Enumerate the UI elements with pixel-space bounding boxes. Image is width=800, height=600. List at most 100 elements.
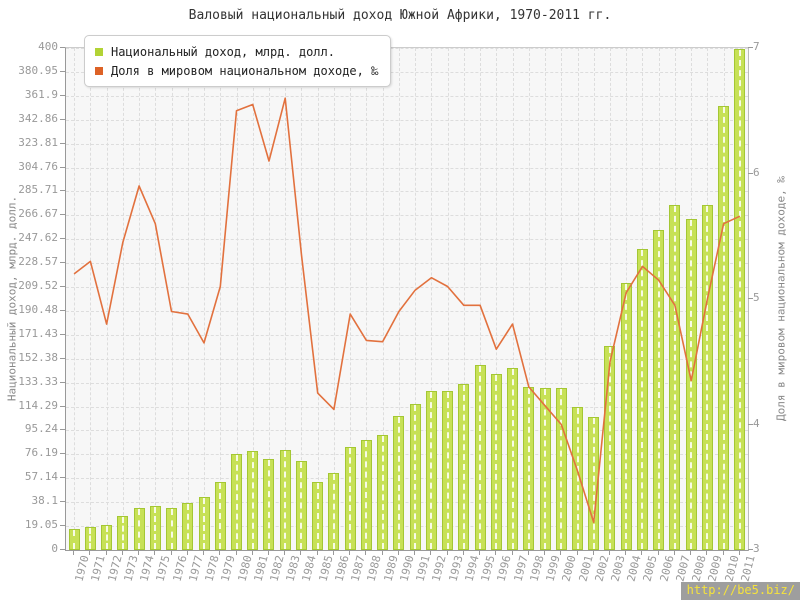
bar-center-stripe [462,384,465,549]
bar-center-stripe [544,389,547,549]
left-axis-tick-mark [60,70,65,72]
x-axis-tick-mark [365,550,367,555]
x-axis-tick-mark [479,550,481,555]
bar-2000 [555,388,567,550]
left-axis-tick-mark [60,286,65,288]
x-axis-tick-mark [186,550,188,555]
bar-center-stripe [560,389,563,549]
left-axis-tick-mark [60,309,65,311]
bar-center-stripe [316,483,319,549]
bar-1990 [393,415,405,550]
left-axis-tick-mark [60,549,65,550]
bar-2002 [588,416,600,550]
bar-1995 [474,364,486,550]
left-axis-tick-mark [60,333,65,335]
x-axis-tick-mark [560,550,562,555]
grid-line-vertical [431,48,433,550]
left-axis-tick-mark [60,453,65,455]
grid-line-vertical [106,48,108,550]
x-axis-tick-mark [462,550,464,555]
x-axis-tick-mark [657,550,659,555]
bar-1971 [84,526,96,550]
x-axis-tick-mark [154,550,156,555]
bar-center-stripe [105,526,108,549]
x-axis-tick-mark [527,550,529,555]
left-axis-tick-label: 152.38 [18,350,58,364]
bar-1987 [344,447,356,550]
grid-line-horizontal [66,95,748,97]
bar-center-stripe [495,375,498,549]
bar-center-stripe [430,392,433,549]
x-axis-tick-mark [576,550,578,555]
x-axis-tick-mark [641,550,643,555]
bar-1983 [279,449,291,550]
left-axis-tick-label: 95.24 [24,422,58,436]
chart-title: Валовый национальный доход Южной Африки,… [188,8,612,23]
grid-line-horizontal [66,526,748,528]
bar-1975 [149,506,161,550]
left-axis-tick-label: 361.9 [24,87,58,101]
bar-center-stripe [722,106,725,549]
right-axis-tick-mark [748,172,753,174]
grid-line-horizontal [66,287,748,289]
left-axis-tick-label: 0 [51,542,58,555]
left-axis-tick-label: 323.81 [18,135,58,149]
bar-2008 [685,218,697,550]
bar-2003 [604,346,616,550]
grid-line-vertical [317,48,319,550]
grid-line-vertical [220,48,222,550]
left-axis-tick-mark [60,262,65,264]
bar-center-stripe [397,416,400,549]
grid-line-vertical [366,48,368,550]
right-axis-tick-mark [748,423,753,425]
bar-center-stripe [673,205,676,549]
watermark-link[interactable]: http://be5.biz/ [680,582,800,600]
left-axis-tick-mark [60,405,65,407]
left-axis-tick-mark [60,190,65,192]
grid-line-horizontal [66,406,748,408]
grid-line-horizontal [66,143,748,145]
left-axis-tick-mark [60,525,65,527]
bar-center-stripe [138,508,141,549]
bar-1992 [425,391,437,550]
bar-center-stripe [706,205,709,549]
grid-line-horizontal [66,71,748,73]
bar-1999 [539,388,551,550]
left-axis-tick-mark [60,142,65,144]
x-axis-tick-mark [544,550,546,555]
plot-area [65,47,749,551]
bar-center-stripe [576,407,579,549]
bar-1977 [182,502,194,550]
grid-line-vertical [204,48,206,550]
legend-share-label: Доля в мировом национальном доходе, ‰ [111,63,379,78]
left-axis-tick-label: 247.62 [18,231,58,245]
share-trend-line [73,97,741,524]
grid-line-horizontal [66,191,748,193]
bar-center-stripe [267,460,270,549]
legend-income-label: Национальный доход, млрд. долл. [111,44,335,59]
bar-1988 [360,439,372,550]
grid-line-horizontal [66,119,748,121]
x-axis-tick-mark [738,550,740,555]
x-axis-tick-mark [73,550,75,555]
x-axis-tick-mark [170,550,172,555]
bar-2001 [572,406,583,550]
bar-center-stripe [219,483,222,549]
grid-line-vertical [528,48,530,550]
x-axis-tick-mark [608,550,610,555]
bar-center-stripe [186,503,189,549]
grid-line-vertical [252,48,254,550]
bar-center-stripe [284,450,287,549]
bar-center-stripe [381,435,384,549]
grid-line-horizontal [66,48,748,49]
grid-line-vertical [350,48,352,550]
left-axis-tick-mark [60,501,65,503]
grid-line-horizontal [66,334,748,336]
bar-center-stripe [203,497,206,549]
bar-center-stripe [690,219,693,549]
left-axis-tick-label: 342.86 [18,111,58,125]
left-axis-tick-label: 209.52 [18,279,58,293]
grid-line-vertical [171,48,173,550]
bar-center-stripe [511,369,514,549]
left-axis-tick-label: 285.71 [18,183,58,197]
